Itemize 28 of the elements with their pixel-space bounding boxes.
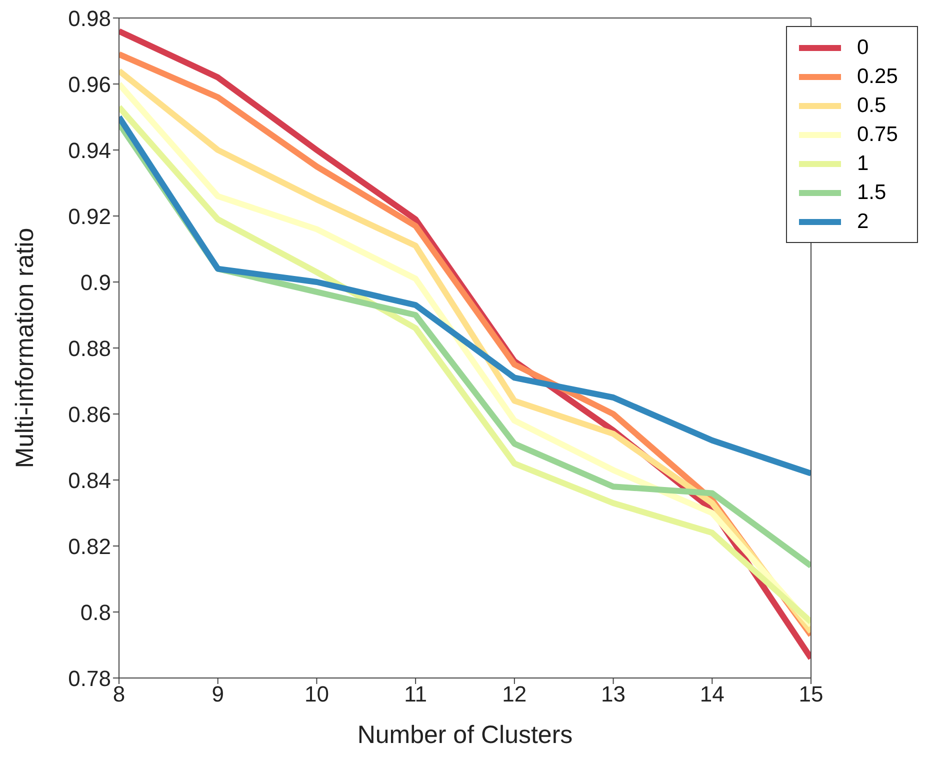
- x-tick-label: 14: [700, 682, 724, 707]
- y-tick-label: 0.96: [68, 72, 111, 97]
- x-tick-label: 10: [304, 682, 329, 707]
- y-tick-label: 0.9: [80, 270, 111, 295]
- y-tick-label: 0.86: [68, 402, 111, 427]
- legend-label: 0: [857, 36, 870, 60]
- y-tick-label: 0.98: [68, 6, 111, 31]
- x-axis-title: Number of Clusters: [357, 721, 573, 749]
- x-tick-label: 9: [212, 682, 224, 707]
- y-tick-label: 0.94: [68, 138, 111, 163]
- x-tick-label: 11: [404, 682, 427, 707]
- x-tick-label: 12: [502, 682, 527, 707]
- x-tick-label: 15: [798, 682, 824, 707]
- y-axis-title: Multi-information ratio: [10, 228, 39, 468]
- legend-label: 1.5: [857, 180, 888, 204]
- y-tick-label: 0.8: [80, 600, 111, 625]
- x-tick-label: 13: [601, 682, 626, 707]
- legend-label: 2: [857, 210, 870, 234]
- legend-label: 0.75: [857, 122, 899, 146]
- y-tick-label: 0.82: [68, 534, 111, 559]
- y-tick-label: 0.88: [68, 336, 111, 361]
- legend-label: 1: [857, 152, 870, 176]
- legend-label: 0.5: [857, 94, 888, 118]
- y-tick-label: 0.78: [68, 666, 111, 691]
- legend-label: 0.25: [857, 64, 899, 88]
- x-tick-label: 8: [112, 682, 126, 707]
- y-tick-label: 0.92: [68, 204, 111, 229]
- y-tick-label: 0.84: [68, 468, 111, 493]
